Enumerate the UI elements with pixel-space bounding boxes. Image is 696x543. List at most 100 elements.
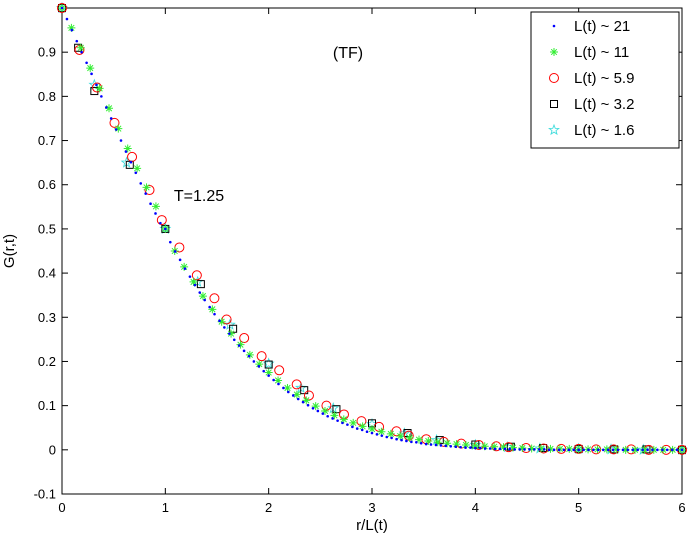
data-point-asterisk	[640, 445, 649, 454]
data-point-dot	[208, 305, 211, 309]
data-point-dot	[80, 50, 83, 54]
data-point-asterisk	[649, 445, 658, 454]
data-point-dot	[592, 448, 595, 452]
data-point-dot	[237, 344, 241, 347]
data-point-dot	[65, 17, 69, 21]
data-point-asterisk	[358, 422, 367, 431]
data-point-asterisk	[208, 305, 217, 314]
data-point-dot	[287, 390, 290, 394]
data-point-dot	[139, 182, 143, 185]
data-point-dot	[646, 448, 649, 452]
data-point-dot	[444, 444, 448, 448]
data-point-asterisk	[349, 418, 358, 427]
data-point-dot	[572, 448, 576, 452]
data-point-asterisk	[433, 438, 442, 447]
data-point-dot	[296, 397, 300, 401]
data-point-dot	[601, 448, 605, 452]
y-tick-label: 0.4	[38, 266, 56, 281]
data-point-dot	[478, 446, 482, 450]
data-point-asterisk	[471, 441, 480, 450]
data-point-asterisk	[274, 376, 283, 385]
data-point-dot	[508, 447, 512, 451]
data-point-asterisk	[151, 202, 160, 211]
y-tick-label: 0.5	[38, 221, 56, 236]
data-point-dot	[257, 365, 261, 368]
data-point-dot	[680, 448, 684, 452]
data-point-dot	[90, 72, 93, 76]
data-point-dot	[587, 448, 590, 452]
data-point-dot	[557, 448, 561, 452]
data-point-dot	[134, 171, 138, 175]
data-point-dot	[582, 448, 585, 452]
data-point-asterisk	[255, 360, 264, 369]
y-tick-label: 0.1	[38, 398, 56, 413]
data-point-asterisk	[105, 104, 114, 113]
legend: L(t) ~ 21 L(t) ~ 11 L(t) ~ 5.9 L(t) ~ 3.2 L(…	[530, 11, 680, 149]
data-point-dot	[429, 443, 433, 446]
data-point-dot	[611, 448, 615, 452]
data-point-asterisk	[537, 444, 546, 453]
data-point-dot	[198, 291, 202, 294]
data-point-dot	[537, 448, 541, 451]
data-point-dot	[675, 448, 679, 452]
data-point-asterisk	[198, 292, 207, 301]
y-tick-label: 0.7	[38, 133, 56, 148]
data-point-dot	[542, 448, 546, 451]
data-point-circle	[74, 44, 85, 55]
data-point-asterisk	[217, 317, 226, 326]
data-point-asterisk	[508, 443, 517, 452]
data-point-dot	[488, 447, 492, 450]
data-point-dot	[173, 250, 177, 253]
y-axis: -0.1 0 0.1 0.2 0.3 0.4 0.5 0.6 0.7 0.8 0.9	[34, 45, 682, 502]
y-tick-label: 0	[49, 442, 56, 457]
x-tick-label: 2	[265, 500, 272, 515]
data-point-dot	[360, 428, 364, 432]
data-point-dot	[621, 448, 625, 452]
data-point-asterisk	[405, 433, 414, 442]
data-point-asterisk	[86, 64, 95, 73]
annotation-temperature: T=1.25	[174, 188, 224, 205]
data-point-dot	[168, 240, 172, 244]
legend-label: L(t) ~ 3.2	[574, 96, 634, 113]
data-point-dot	[213, 312, 216, 316]
data-point-square	[196, 280, 205, 289]
data-point-circle	[274, 365, 285, 376]
data-point-dot	[262, 369, 266, 373]
data-point-dot	[606, 448, 610, 452]
data-point-circle	[57, 3, 67, 13]
data-point-dot	[154, 212, 157, 215]
data-point-dot	[351, 425, 354, 429]
data-point-dot	[272, 378, 275, 382]
data-point-dot	[114, 128, 118, 131]
data-point-circle	[127, 151, 138, 162]
data-point-dot	[316, 409, 320, 413]
data-point-circle	[92, 82, 103, 93]
data-point-asterisk	[396, 432, 405, 441]
data-point-dot	[105, 106, 108, 109]
data-point-dot	[223, 326, 226, 329]
x-tick-label: 3	[368, 500, 375, 515]
data-point-dot	[419, 441, 423, 445]
data-point-dot	[424, 442, 428, 446]
legend-marker-asterisk	[550, 48, 558, 56]
data-point-asterisk	[443, 439, 452, 448]
data-point-dot	[513, 448, 517, 451]
y-tick-label: 0.6	[38, 177, 56, 192]
data-point-asterisk	[236, 340, 245, 349]
data-point-dot	[562, 448, 566, 452]
data-point-asterisk	[518, 444, 527, 453]
data-point-dot	[60, 6, 64, 10]
y-tick-label: 0.9	[38, 45, 56, 60]
data-point-dot	[282, 386, 285, 390]
data-point-asterisk	[602, 445, 611, 454]
data-point-asterisk	[227, 329, 236, 338]
x-tick-label: 4	[472, 500, 479, 515]
legend-marker-circle	[549, 73, 559, 83]
data-point-asterisk	[612, 445, 621, 454]
legend-marker-dot	[552, 24, 556, 28]
data-series	[56, 1, 688, 455]
data-point-asterisk	[180, 262, 189, 271]
data-point-dot	[183, 267, 187, 270]
legend-label: L(t) ~ 1.6	[574, 122, 634, 139]
data-point-circle	[144, 185, 155, 196]
